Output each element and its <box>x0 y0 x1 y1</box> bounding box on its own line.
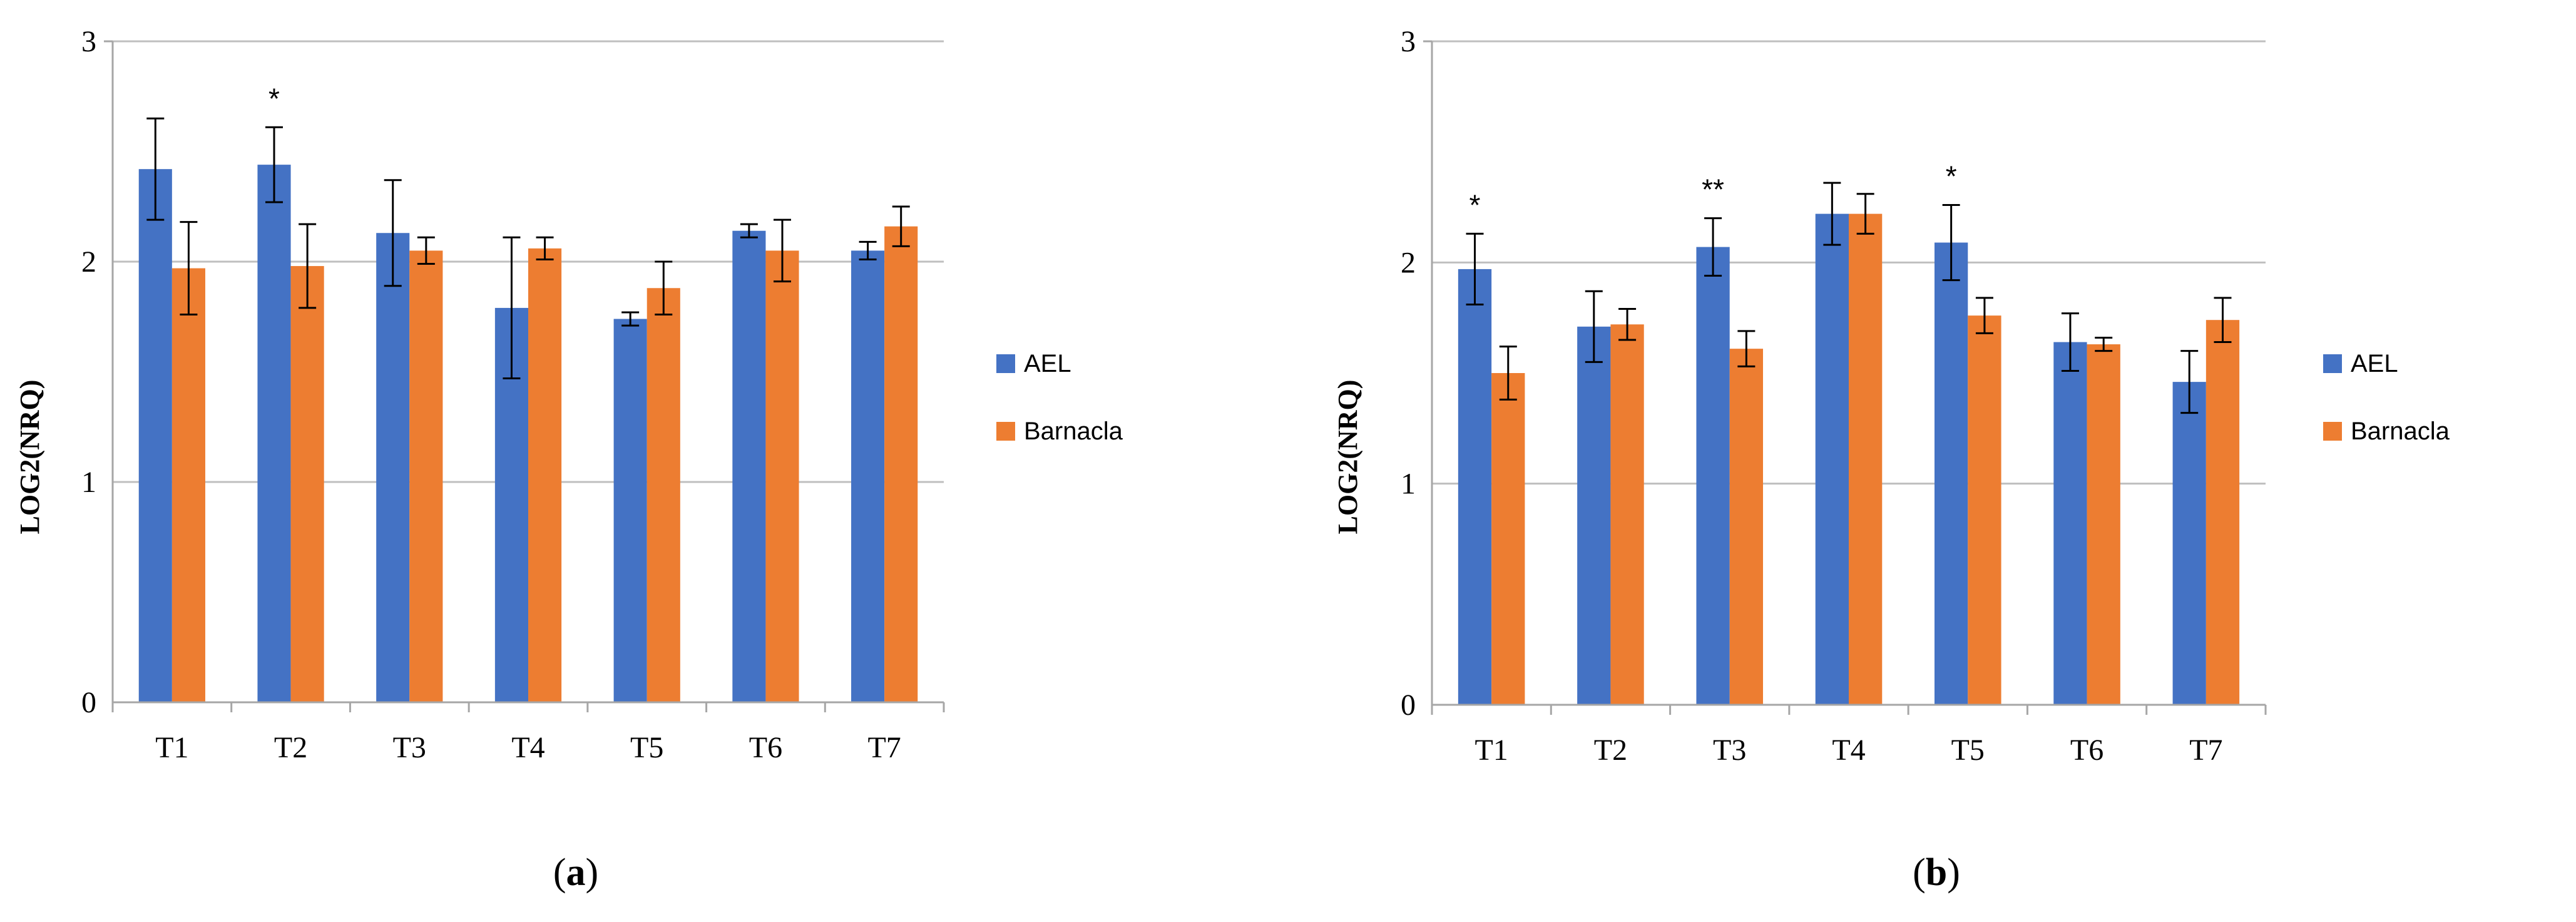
error-bar <box>2061 312 2079 372</box>
bar-ael-t1 <box>1458 269 1492 705</box>
bar-ael-t3 <box>376 233 410 702</box>
x-tick-label: T2 <box>274 731 307 764</box>
y-tick-label: 3 <box>1401 25 1416 58</box>
x-tick-label: T7 <box>2189 734 2222 767</box>
bar-ael-t1 <box>138 169 172 702</box>
bar-barnacla-t7 <box>2205 320 2240 705</box>
x-tick-label: T7 <box>867 731 901 764</box>
y-tick-label: 1 <box>81 466 96 499</box>
x-tick-label: T3 <box>393 731 426 764</box>
error-bar <box>655 260 673 315</box>
error-bar <box>859 240 877 260</box>
error-bar <box>180 221 198 315</box>
panel-label-b: (b) <box>1913 851 1960 894</box>
legend-swatch-barnacla <box>2323 422 2342 441</box>
x-tick-label: T2 <box>1594 734 1627 767</box>
x-tick-label: T4 <box>1832 734 1865 767</box>
legend-label-barnacla: Barnacla <box>1024 417 1123 445</box>
bar-barnacla-t1 <box>171 268 205 702</box>
legend-label-ael: AEL <box>2351 350 2398 377</box>
significance-mark: * <box>1946 160 1957 192</box>
bar-ael-t6 <box>732 230 766 703</box>
legend-swatch-barnacla <box>996 422 1015 441</box>
error-bar <box>1942 203 1960 282</box>
bar-ael-t7 <box>2172 382 2206 705</box>
error-bar <box>1618 308 1637 341</box>
bar-barnacla-t3 <box>1729 349 1763 705</box>
error-bar <box>536 236 554 260</box>
y-axis-label: LOG2(NRQ) <box>1332 380 1363 535</box>
significance-mark: ** <box>1702 173 1724 206</box>
bar-barnacla-t6 <box>765 250 799 702</box>
bar-barnacla-t6 <box>2087 344 2120 705</box>
error-bar <box>740 223 758 238</box>
x-tick-label: T5 <box>1951 734 1985 767</box>
error-bar <box>503 236 521 380</box>
legend-label-ael: AEL <box>1024 350 1071 377</box>
error-bar <box>1737 330 1756 367</box>
error-bar <box>2095 336 2113 352</box>
error-bar <box>1856 193 1874 235</box>
panel-label-a: (a) <box>553 851 598 894</box>
legend-swatch-ael <box>996 354 1015 373</box>
bar-ael-t4 <box>1815 213 1849 705</box>
error-bar <box>417 236 435 265</box>
x-tick-label: T4 <box>511 731 544 764</box>
error-bar <box>773 218 791 283</box>
x-tick-label: T5 <box>630 731 663 764</box>
y-axis-label: LOG2(NRQ) <box>14 380 45 535</box>
bar-barnacla-t4 <box>528 248 562 702</box>
error-bar <box>265 126 284 203</box>
y-tick-label: 2 <box>1401 246 1416 279</box>
chart-panel-a: 0 1 2 3 T1 T2 T3 T4 T5 T6 T7 * LOG2(NRQ) AEL Barna… <box>14 25 1123 894</box>
bar-ael-t3 <box>1696 247 1730 705</box>
bar-ael-t6 <box>2053 342 2087 705</box>
error-bar <box>1975 297 1993 334</box>
bar-barnacla-t4 <box>1849 213 1883 705</box>
error-bar <box>892 205 910 247</box>
bar-barnacla-t5 <box>1968 315 2001 705</box>
error-bar <box>2214 297 2232 344</box>
bar-ael-t7 <box>851 250 885 702</box>
error-bar <box>1585 290 1603 363</box>
error-bar <box>1823 182 1841 246</box>
bar-barnacla-t5 <box>647 288 680 702</box>
bar-barnacla-t2 <box>290 266 324 702</box>
error-bar <box>1466 232 1484 305</box>
error-bar <box>621 311 640 327</box>
bar-barnacla-t7 <box>884 226 918 702</box>
legend-swatch-ael <box>2323 354 2342 373</box>
bar-barnacla-t1 <box>1491 373 1525 705</box>
y-tick-label: 3 <box>81 25 96 58</box>
error-bar <box>1499 346 1517 401</box>
bar-ael-t2 <box>257 165 291 702</box>
error-bar <box>1704 217 1722 277</box>
significance-mark: * <box>268 82 280 115</box>
y-tick-label: 0 <box>1401 689 1416 722</box>
legend-label-barnacla: Barnacla <box>2351 417 2450 445</box>
y-tick-label: 1 <box>1401 468 1416 501</box>
panel-letter-b: b <box>1926 851 1947 894</box>
bar-barnacla-t3 <box>409 250 443 702</box>
error-bar <box>146 117 165 221</box>
error-bar <box>299 223 317 309</box>
panel-letter-a: a <box>566 851 586 894</box>
error-bar <box>384 179 402 287</box>
bar-ael-t5 <box>613 319 647 702</box>
x-tick-label: T6 <box>749 731 782 764</box>
x-tick-label: T1 <box>1475 734 1508 767</box>
x-tick-label: T3 <box>1713 734 1746 767</box>
error-bar <box>2180 350 2199 414</box>
x-tick-label: T6 <box>2070 734 2103 767</box>
y-tick-label: 0 <box>81 686 96 719</box>
x-tick-label: T1 <box>155 731 188 764</box>
bar-ael-t5 <box>1935 242 1968 705</box>
bar-ael-t2 <box>1577 326 1611 705</box>
significance-mark: * <box>1469 188 1481 221</box>
bar-barnacla-t2 <box>1610 324 1644 705</box>
y-tick-label: 2 <box>81 245 96 279</box>
